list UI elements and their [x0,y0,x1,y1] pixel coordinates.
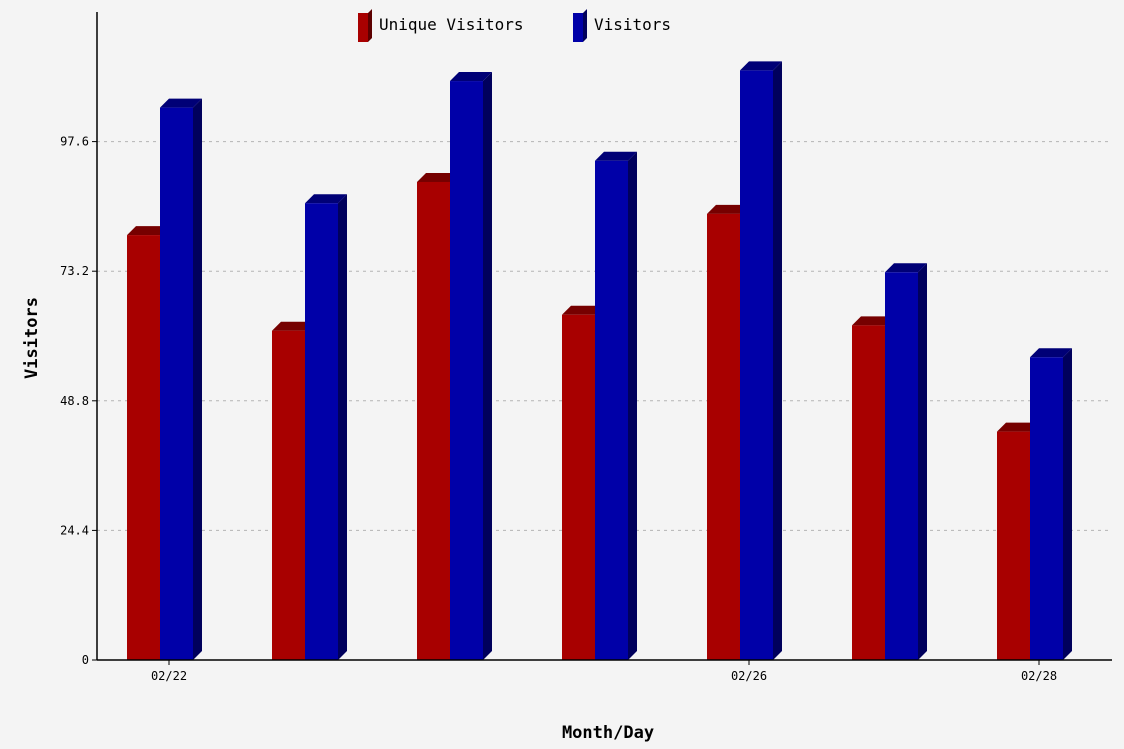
bar-side [773,61,782,661]
bar-front [417,181,450,660]
bar-group [707,61,782,661]
bar-front [160,107,193,660]
bar-side [918,263,927,660]
bar-top [595,151,637,161]
bar-top [450,72,492,82]
y-tick-label: 73.2 [60,264,89,278]
legend-label: Unique Visitors [379,15,524,34]
legend: Unique Visitors Visitors [358,9,671,42]
bar-top [127,226,169,236]
bar-visitors [595,151,637,660]
bar-visitors [160,98,202,660]
x-tick-label: 02/22 [151,669,187,683]
bar-front [852,325,885,660]
bar-visitors [1030,348,1072,660]
y-tick-label: 48.8 [60,394,89,408]
bar-top [160,98,202,108]
bar-front [127,235,160,660]
bar-top [417,172,459,182]
bar-top [272,321,314,331]
x-axis-ticks: 02/22 02/26 02/28 [151,660,1057,683]
bar-visitors [450,72,492,660]
bar-top [707,204,749,214]
legend-item: Visitors [573,9,671,42]
legend-swatch [358,13,368,42]
bar-group [997,348,1072,660]
bar-side [483,72,492,660]
bar-top [852,316,894,326]
bar-group [417,72,492,660]
bar-front [740,70,773,661]
bar-visitors [885,263,927,660]
bar-top [885,263,927,273]
bar-top [1030,348,1072,358]
bar-top [305,194,347,204]
x-tick-label: 02/26 [731,669,767,683]
bar-front [450,81,483,660]
bar-top [740,61,782,71]
bar-side [193,98,202,660]
bar-front [562,314,595,660]
y-tick-label: 24.4 [60,523,89,537]
bar-side [628,151,637,660]
bar-front [997,431,1030,660]
bar-front [595,160,628,660]
bar-group [562,151,637,660]
bar-group [852,263,927,660]
bar-front [1030,357,1063,660]
bar-front [272,330,305,660]
grid-lines [97,141,1112,531]
legend-swatch [573,13,583,42]
bar-side [338,194,347,660]
bar-group [272,194,347,660]
x-axis-title: Month/Day [562,723,654,743]
y-tick-label: 0 [82,653,89,667]
y-axis-title: Visitors [22,297,42,379]
x-tick-label: 02/28 [1021,669,1057,683]
bar-top [562,305,604,315]
bar-front [707,213,740,660]
legend-swatch-side [368,9,372,42]
bar-group [127,98,202,660]
bar-front [885,272,918,660]
bar-side [1063,348,1072,660]
legend-item: Unique Visitors [358,9,524,42]
y-axis-ticks: 0 24.4 48.8 73.2 97.6 [60,135,97,667]
bar-visitors [740,61,782,661]
y-tick-label: 97.6 [60,135,89,149]
bar-top [997,422,1039,432]
bar-visitors [305,194,347,660]
legend-swatch-side [583,9,587,42]
bars [127,61,1072,661]
bar-front [305,203,338,660]
legend-label: Visitors [594,15,671,34]
